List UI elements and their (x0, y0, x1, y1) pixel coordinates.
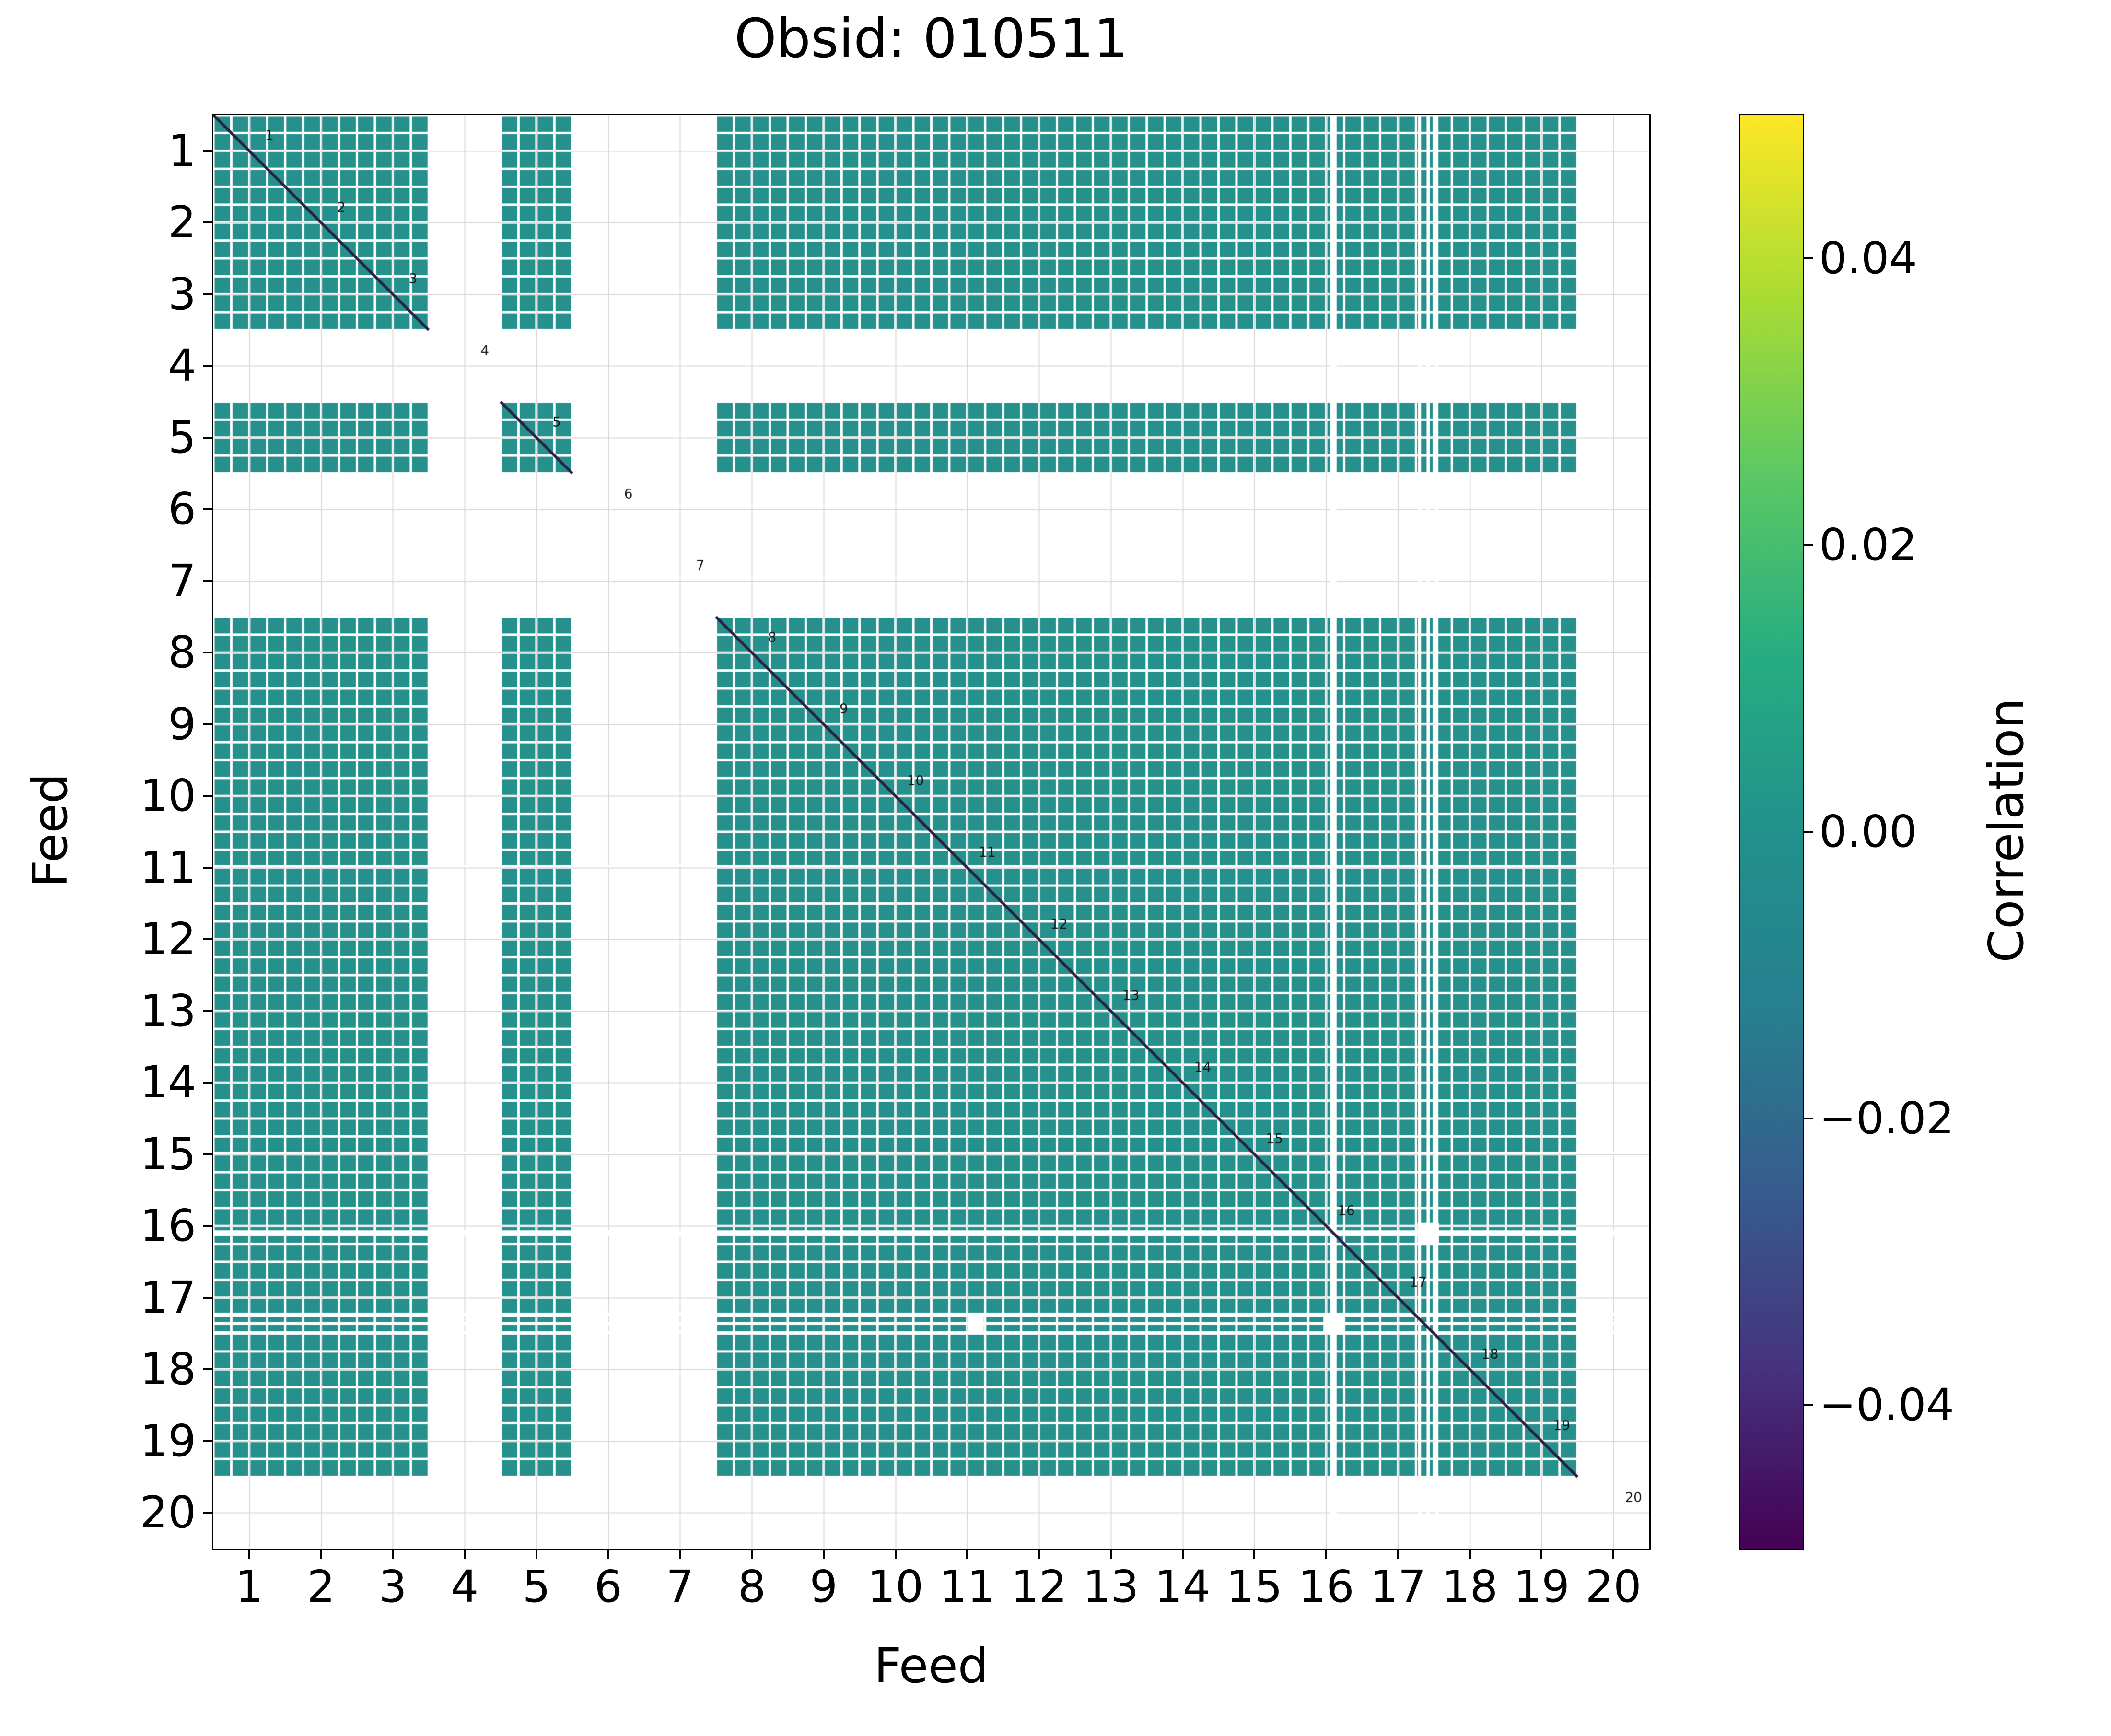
y-tick-label: 15 (140, 1128, 196, 1180)
chart-title: Obsid: 010511 (734, 8, 1128, 70)
x-tick-mark (894, 1550, 897, 1559)
y-tick-label: 13 (140, 985, 196, 1037)
x-tick-mark (1612, 1550, 1615, 1559)
y-tick-label: 4 (168, 340, 196, 392)
y-tick-mark (203, 723, 212, 725)
x-tick-label: 4 (450, 1561, 479, 1612)
x-tick-mark (392, 1550, 394, 1559)
y-tick-label: 19 (140, 1415, 196, 1467)
x-tick-label: 18 (1442, 1561, 1498, 1612)
y-tick-mark (203, 293, 212, 295)
x-tick-label: 1 (235, 1561, 264, 1612)
y-tick-mark (203, 866, 212, 869)
colorbar-tick-mark (1804, 544, 1813, 546)
x-tick-mark (607, 1550, 609, 1559)
colorbar-tick-label: −0.04 (1819, 1379, 1954, 1431)
colorbar-tick-label: 0.00 (1819, 806, 1917, 857)
x-tick-label: 8 (737, 1561, 766, 1612)
x-tick-mark (751, 1550, 753, 1559)
colorbar-tick-mark (1804, 1118, 1813, 1119)
heatmap-canvas (213, 115, 1649, 1549)
x-tick-mark (966, 1550, 968, 1559)
x-tick-label: 12 (1011, 1561, 1067, 1612)
y-tick-mark (203, 436, 212, 439)
x-tick-label: 7 (666, 1561, 694, 1612)
y-tick-mark (203, 1512, 212, 1514)
x-tick-label: 15 (1226, 1561, 1283, 1612)
y-tick-label: 17 (140, 1271, 196, 1323)
x-tick-mark (248, 1550, 250, 1559)
y-tick-mark (203, 1296, 212, 1299)
x-tick-mark (1397, 1550, 1399, 1559)
x-tick-label: 9 (809, 1561, 838, 1612)
y-tick-label: 6 (168, 483, 196, 535)
colorbar-gradient (1740, 115, 1803, 1549)
x-tick-label: 3 (379, 1561, 407, 1612)
x-tick-label: 17 (1370, 1561, 1426, 1612)
heatmap-plot-area (212, 114, 1651, 1550)
y-tick-mark (203, 221, 212, 224)
x-tick-label: 2 (307, 1561, 335, 1612)
x-tick-mark (1181, 1550, 1184, 1559)
y-tick-label: 5 (168, 411, 196, 463)
y-tick-label: 16 (140, 1200, 196, 1252)
y-tick-label: 7 (168, 555, 196, 606)
y-tick-mark (203, 795, 212, 797)
y-tick-mark (203, 652, 212, 654)
x-tick-mark (320, 1550, 322, 1559)
y-tick-label: 11 (140, 841, 196, 893)
x-tick-label: 20 (1585, 1561, 1642, 1612)
colorbar-tick-label: 0.02 (1819, 519, 1917, 571)
y-tick-mark (203, 508, 212, 511)
y-tick-mark (203, 938, 212, 941)
y-tick-mark (203, 1225, 212, 1227)
y-tick-label: 14 (140, 1057, 196, 1108)
y-tick-label: 2 (168, 197, 196, 248)
y-tick-mark (203, 150, 212, 152)
y-axis-label: Feed (22, 773, 78, 888)
x-tick-label: 19 (1513, 1561, 1570, 1612)
colorbar-tick-mark (1804, 257, 1813, 259)
x-tick-label: 11 (939, 1561, 995, 1612)
colorbar-tick-label: 0.04 (1819, 233, 1917, 284)
y-tick-label: 8 (168, 627, 196, 678)
x-tick-label: 10 (867, 1561, 924, 1612)
y-tick-mark (203, 1010, 212, 1012)
x-tick-mark (1038, 1550, 1040, 1559)
y-tick-label: 1 (168, 125, 196, 176)
y-tick-label: 20 (140, 1487, 196, 1538)
x-tick-mark (822, 1550, 825, 1559)
x-tick-mark (535, 1550, 537, 1559)
y-tick-label: 9 (168, 698, 196, 750)
x-tick-mark (1469, 1550, 1471, 1559)
y-tick-label: 10 (140, 770, 196, 822)
x-tick-label: 5 (522, 1561, 551, 1612)
x-tick-label: 13 (1083, 1561, 1139, 1612)
x-tick-label: 16 (1298, 1561, 1354, 1612)
x-axis-label: Feed (874, 1638, 989, 1694)
colorbar-tick-mark (1804, 831, 1813, 833)
y-tick-mark (203, 365, 212, 367)
x-tick-mark (1253, 1550, 1256, 1559)
colorbar-tick-label: −0.02 (1819, 1093, 1954, 1144)
x-tick-mark (679, 1550, 681, 1559)
x-tick-mark (464, 1550, 466, 1559)
x-tick-label: 14 (1155, 1561, 1211, 1612)
y-tick-mark (203, 1153, 212, 1155)
y-tick-label: 3 (168, 268, 196, 320)
x-tick-mark (1109, 1550, 1112, 1559)
y-tick-mark (203, 1082, 212, 1084)
y-tick-mark (203, 1368, 212, 1371)
y-tick-mark (203, 1440, 212, 1442)
y-tick-label: 12 (140, 913, 196, 965)
x-tick-mark (1325, 1550, 1328, 1559)
x-tick-mark (1540, 1550, 1543, 1559)
y-tick-mark (203, 580, 212, 582)
colorbar (1739, 114, 1804, 1550)
x-tick-label: 6 (594, 1561, 622, 1612)
colorbar-label: Correlation (1978, 698, 2034, 963)
colorbar-tick-mark (1804, 1404, 1813, 1406)
y-tick-label: 18 (140, 1343, 196, 1395)
